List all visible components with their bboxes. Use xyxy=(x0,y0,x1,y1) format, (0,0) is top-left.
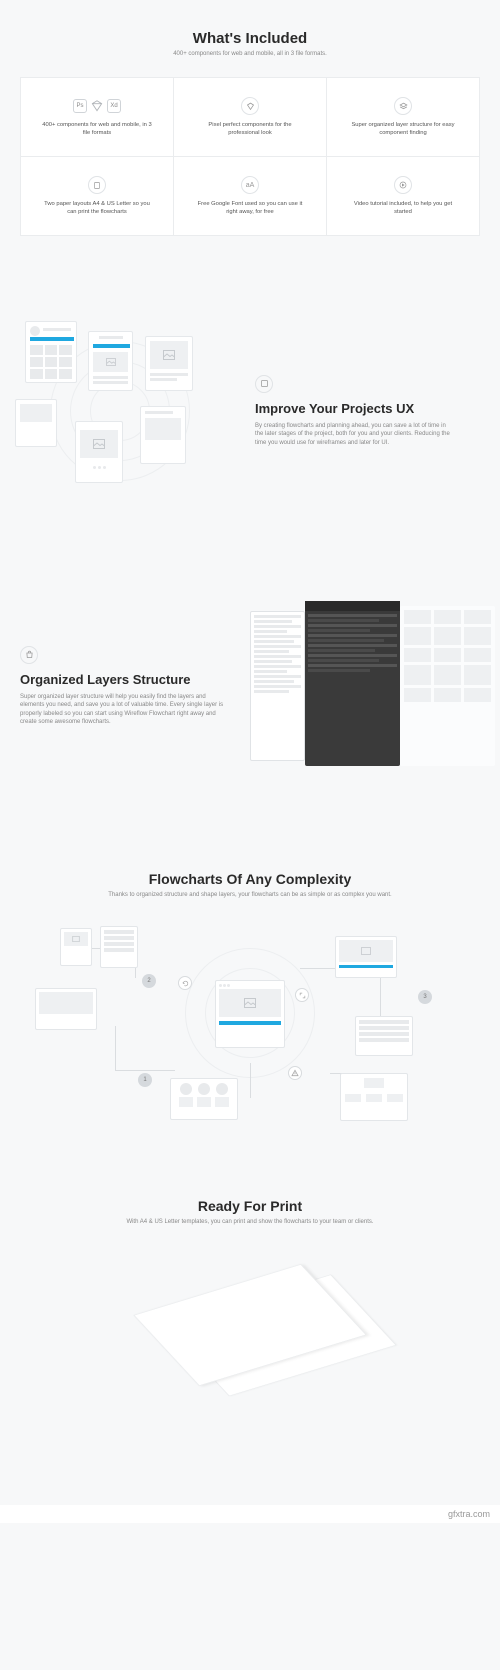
flow-title: Flowcharts Of Any Complexity xyxy=(20,871,480,887)
ux-text: Improve Your Projects UX By creating flo… xyxy=(245,375,480,447)
xd-icon: Xd xyxy=(107,99,121,113)
section-flowcharts: Flowcharts Of Any Complexity Thanks to o… xyxy=(0,831,500,1168)
doc-icon xyxy=(88,176,106,194)
layers-body: Super organized layer structure will hel… xyxy=(20,693,230,727)
feature-text: Pixel perfect components for the profess… xyxy=(195,122,305,138)
flow-subtitle: Thanks to organized structure and shape … xyxy=(20,892,480,898)
feature-cell-video: Video tutorial included, to help you get… xyxy=(327,157,479,235)
section-whats-included: What's Included 400+ components for web … xyxy=(0,0,500,276)
layers-text: Organized Layers Structure Super organiz… xyxy=(20,646,250,727)
feature-cell-formats: Ps Xd 400+ components for web and mobile… xyxy=(21,78,173,156)
sketch-icon xyxy=(90,99,104,113)
included-title: What's Included xyxy=(20,30,480,47)
layers-title: Organized Layers Structure xyxy=(20,672,250,687)
print-subtitle: With A4 & US Letter templates, you can p… xyxy=(20,1219,480,1225)
flow-diagram: 1 2 3 xyxy=(20,918,480,1138)
play-icon xyxy=(394,176,412,194)
step-3: 3 xyxy=(418,990,432,1004)
feature-text: Video tutorial included, to help you get… xyxy=(348,201,458,217)
paper-mockup xyxy=(20,1255,480,1455)
watermark: gfxtra.com xyxy=(0,1505,500,1523)
feature-text: Free Google Font used so you can use it … xyxy=(195,201,305,217)
bag-icon xyxy=(20,646,38,664)
ps-icon: Ps xyxy=(73,99,87,113)
step-2: 2 xyxy=(142,974,156,988)
section-improve-ux: Improve Your Projects UX By creating flo… xyxy=(0,276,500,551)
ux-body: By creating flowcharts and planning ahea… xyxy=(255,422,455,447)
feature-cell-pixel: Pixel perfect components for the profess… xyxy=(174,78,326,156)
font-icon: aA xyxy=(241,176,259,194)
feature-cell-paper: Two paper layouts A4 & US Letter so you … xyxy=(21,157,173,235)
included-subtitle: 400+ components for web and mobile, all … xyxy=(20,51,480,57)
feature-cell-font: aA Free Google Font used so you can use … xyxy=(174,157,326,235)
feature-cell-layers: Super organized layer structure for easy… xyxy=(327,78,479,156)
print-title: Ready For Print xyxy=(20,1198,480,1214)
diamond-icon xyxy=(241,97,259,115)
feature-text: 400+ components for web and mobile, in 3… xyxy=(42,122,152,138)
feature-grid: Ps Xd 400+ components for web and mobile… xyxy=(20,77,480,236)
feature-text: Super organized layer structure for easy… xyxy=(348,122,458,138)
section-ready-print: Ready For Print With A4 & US Letter temp… xyxy=(0,1168,500,1505)
layers-mockups xyxy=(250,601,480,771)
ux-icon xyxy=(255,375,273,393)
ux-mockups xyxy=(20,321,245,501)
section-organized-layers: Organized Layers Structure Super organiz… xyxy=(0,551,500,831)
formats-icons: Ps Xd xyxy=(73,98,121,114)
layers-icon xyxy=(394,97,412,115)
ux-title: Improve Your Projects UX xyxy=(255,401,480,416)
feature-text: Two paper layouts A4 & US Letter so you … xyxy=(42,201,152,217)
step-1: 1 xyxy=(138,1073,152,1087)
